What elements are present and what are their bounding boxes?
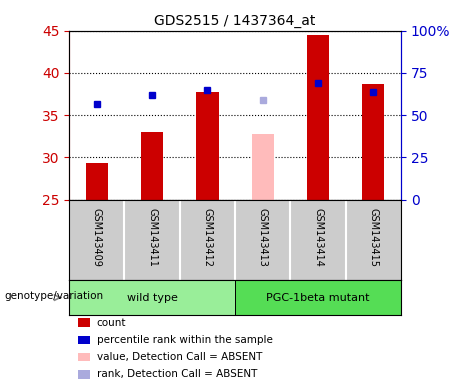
- Bar: [141, 132, 163, 200]
- Text: GSM143411: GSM143411: [147, 208, 157, 266]
- Title: GDS2515 / 1437364_at: GDS2515 / 1437364_at: [154, 14, 316, 28]
- Text: value, Detection Call = ABSENT: value, Detection Call = ABSENT: [97, 352, 262, 362]
- Text: wild type: wild type: [127, 293, 177, 303]
- Text: GSM143413: GSM143413: [258, 208, 268, 266]
- Text: rank, Detection Call = ABSENT: rank, Detection Call = ABSENT: [97, 369, 257, 379]
- Bar: [252, 134, 274, 200]
- Bar: [196, 93, 219, 200]
- Bar: [86, 163, 108, 200]
- Text: GSM143415: GSM143415: [368, 208, 378, 267]
- Text: GSM143409: GSM143409: [92, 208, 102, 266]
- Bar: [235, 280, 401, 315]
- Text: GSM143412: GSM143412: [202, 208, 213, 267]
- Bar: [307, 35, 329, 200]
- Text: PGC-1beta mutant: PGC-1beta mutant: [266, 293, 370, 303]
- Bar: [362, 84, 384, 200]
- Bar: [69, 280, 235, 315]
- Text: genotype/variation: genotype/variation: [5, 291, 104, 301]
- Text: GSM143414: GSM143414: [313, 208, 323, 266]
- Text: percentile rank within the sample: percentile rank within the sample: [97, 335, 273, 345]
- Text: count: count: [97, 318, 126, 328]
